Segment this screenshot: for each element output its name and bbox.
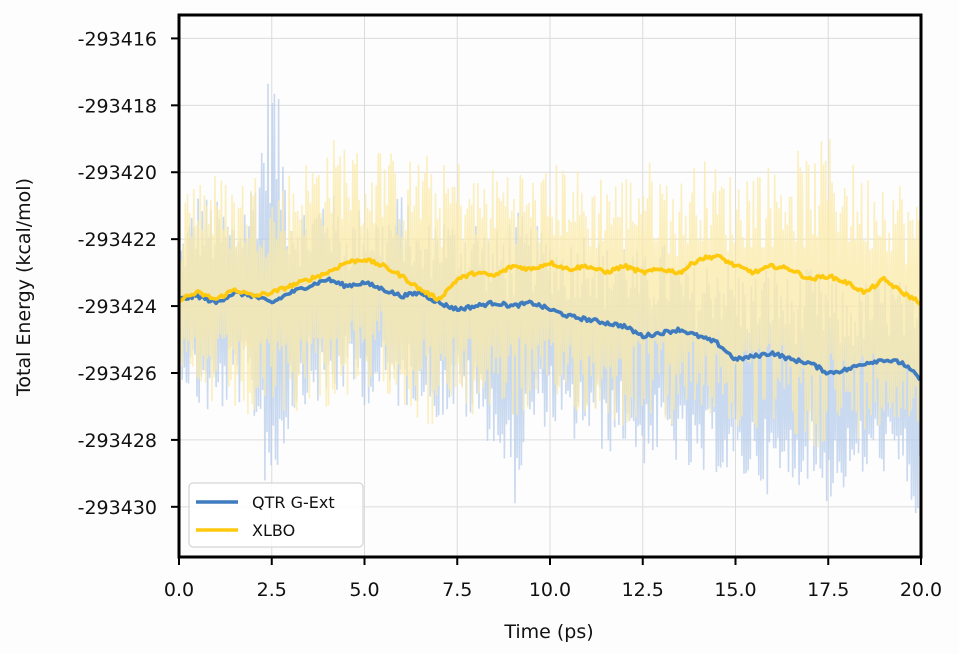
y-tick-label-5: -293426 (78, 363, 157, 385)
y-tick-label-6: -293428 (78, 430, 157, 452)
x-tick-label-7: 17.5 (807, 579, 849, 601)
x-tick-label-6: 15.0 (714, 579, 756, 601)
y-tick-label-1: -293418 (78, 95, 157, 117)
x-tick-label-4: 10.0 (529, 579, 571, 601)
series-lines (177, 253, 923, 381)
legend-label-xlbo: XLBO (252, 521, 295, 540)
series-line-xlbo (177, 253, 923, 306)
raw-trace-xlbo (178, 139, 922, 448)
x-tick-label-1: 2.5 (257, 579, 287, 601)
y-tick-label-3: -293422 (78, 229, 157, 251)
series-line-qtr-g-ext (178, 276, 922, 381)
y-axis-title: Total Energy (kcal/mol) (13, 178, 35, 397)
x-tick-label-2: 5.0 (349, 579, 379, 601)
y-tick-label-2: -293420 (78, 162, 157, 184)
x-tick-label-8: 20.0 (900, 579, 942, 601)
raw-series-bands (178, 83, 922, 514)
y-axis: -293416 -293418 -293420 -293422 -293424 -2934… (78, 28, 179, 519)
x-axis: 0.0 2.5 5.0 7.5 10.0 12.5 15.0 17.5 20.0 (164, 557, 942, 601)
x-tick-label-5: 12.5 (622, 579, 664, 601)
legend-label-qtr-g-ext: QTR G-Ext (252, 493, 335, 512)
y-tick-label-7: -293430 (78, 497, 157, 519)
y-tick-label-4: -293424 (78, 296, 157, 318)
x-axis-title: Time (ps) (503, 621, 593, 643)
y-tick-label-0: -293416 (78, 28, 157, 50)
x-tick-label-0: 0.0 (164, 579, 194, 601)
legend: QTR G-Ext XLBO (188, 482, 364, 548)
x-tick-label-3: 7.5 (442, 579, 472, 601)
